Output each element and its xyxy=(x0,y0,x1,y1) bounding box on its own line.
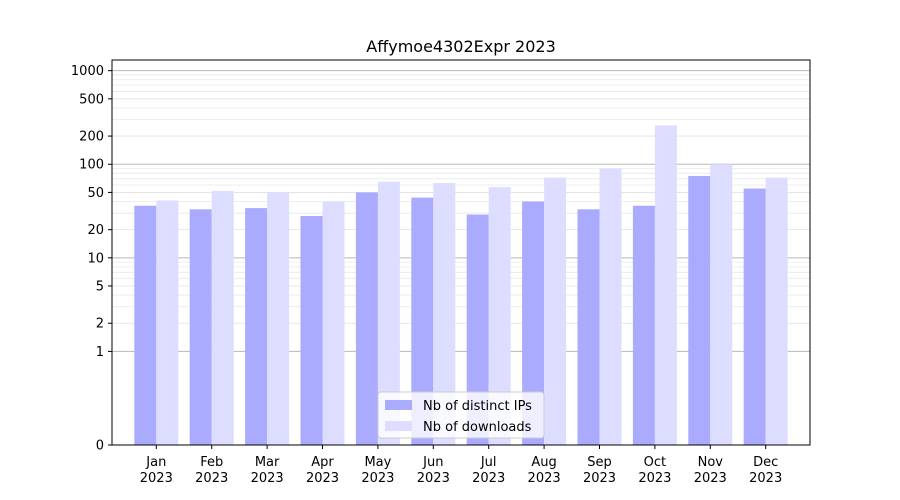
bar-downloads xyxy=(322,201,345,445)
x-tick-label-year: 2023 xyxy=(417,471,450,486)
bar-downloads xyxy=(211,190,234,445)
x-tick-label-month: Jan xyxy=(145,455,166,470)
legend-swatch xyxy=(385,400,412,410)
legend-label: Nb of distinct IPs xyxy=(423,399,532,414)
x-tick-label-month: Dec xyxy=(753,455,778,470)
x-axis: Jan2023Feb2023Mar2023Apr2023May2023Jun20… xyxy=(140,445,782,486)
y-tick-label: 1000 xyxy=(71,64,104,79)
legend-swatch xyxy=(385,421,412,431)
bar-distinct-ips xyxy=(522,201,545,445)
bar-distinct-ips xyxy=(245,208,268,445)
legend-box xyxy=(377,391,545,439)
x-tick-label-year: 2023 xyxy=(140,471,173,486)
y-tick-label: 50 xyxy=(87,186,104,201)
bar-downloads xyxy=(599,168,622,445)
x-tick-label-month: Jul xyxy=(480,455,497,470)
x-tick-label-month: Nov xyxy=(698,455,724,470)
x-tick-label-year: 2023 xyxy=(472,471,505,486)
bar-distinct-ips xyxy=(300,215,323,445)
x-tick-label-year: 2023 xyxy=(583,471,616,486)
chart-title: Affymoe4302Expr 2023 xyxy=(366,37,556,56)
bar-distinct-ips xyxy=(466,214,489,445)
bar-distinct-ips xyxy=(189,209,212,445)
x-tick-label-month: Jun xyxy=(422,455,443,470)
y-tick-label: 5 xyxy=(96,280,104,295)
bar-distinct-ips xyxy=(743,188,766,445)
legend: Nb of distinct IPs Nb of downloads xyxy=(377,391,545,439)
bar-downloads xyxy=(488,187,511,445)
bar-downloads xyxy=(654,125,677,445)
bar-distinct-ips xyxy=(134,205,157,445)
bar-downloads xyxy=(377,181,400,446)
x-tick-label-year: 2023 xyxy=(306,471,339,486)
bar-downloads xyxy=(156,200,179,445)
bar-distinct-ips xyxy=(411,197,434,445)
x-tick-label-month: May xyxy=(364,455,391,470)
bar-downloads xyxy=(433,183,456,446)
y-tick-label: 200 xyxy=(79,130,104,145)
x-tick-label-month: Oct xyxy=(644,455,666,470)
y-axis: 0 1 2 5 10 20 50 100 200 500 1000 xyxy=(71,64,112,454)
x-tick-label-month: Feb xyxy=(200,455,223,470)
x-tick-label-month: Mar xyxy=(255,455,280,470)
x-tick-label-year: 2023 xyxy=(195,471,228,486)
bar-downloads xyxy=(267,192,290,445)
y-tick-label: 10 xyxy=(87,251,104,266)
legend-label: Nb of downloads xyxy=(423,420,532,435)
x-tick-label-year: 2023 xyxy=(638,471,671,486)
y-tick-label: 20 xyxy=(87,223,104,238)
bars xyxy=(134,125,788,446)
bar-distinct-ips xyxy=(632,205,655,445)
x-tick-label-year: 2023 xyxy=(528,471,561,486)
x-tick-label-year: 2023 xyxy=(694,471,727,486)
x-tick-label-month: Sep xyxy=(587,455,612,470)
bar-distinct-ips xyxy=(688,175,711,445)
bar-downloads xyxy=(765,177,788,446)
y-tick-label: 0 xyxy=(96,439,104,454)
x-tick-label-year: 2023 xyxy=(749,471,782,486)
x-tick-label-year: 2023 xyxy=(361,471,394,486)
x-tick-label-month: Aug xyxy=(531,455,556,470)
y-tick-label: 2 xyxy=(96,317,104,332)
bar-distinct-ips xyxy=(577,209,600,445)
axes-frame xyxy=(111,59,811,446)
bar-downloads xyxy=(710,164,733,445)
bar-distinct-ips xyxy=(355,192,378,445)
y-tick-label: 100 xyxy=(79,158,104,173)
y-tick-label: 500 xyxy=(79,92,104,107)
y-tick-label: 1 xyxy=(96,345,104,360)
x-tick-label-year: 2023 xyxy=(251,471,284,486)
x-tick-label-month: Apr xyxy=(311,455,334,470)
bar-downloads xyxy=(544,177,567,446)
